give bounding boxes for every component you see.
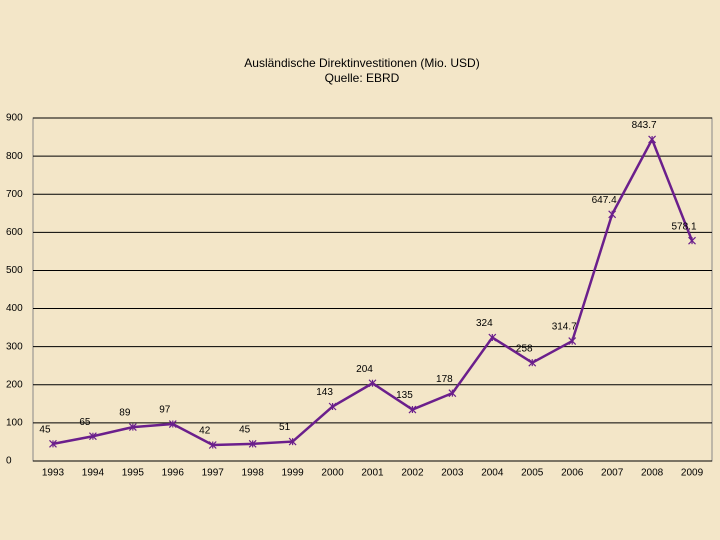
y-tick-label: 900 [6, 113, 23, 124]
y-tick-label: 200 [6, 379, 23, 390]
x-tick-label: 2004 [481, 468, 504, 479]
y-tick-label: 500 [6, 265, 23, 276]
x-tick-label: 2001 [361, 468, 384, 479]
x-tick-label: 2000 [321, 468, 344, 479]
marker [168, 420, 177, 428]
x-tick-label: 1997 [202, 468, 225, 479]
data-label: 314.7 [552, 322, 577, 333]
marker [208, 441, 217, 449]
marker [528, 358, 537, 367]
data-label: 45 [39, 424, 51, 435]
x-tick-label: 1996 [162, 468, 185, 479]
marker [49, 439, 57, 448]
marker [88, 432, 97, 441]
data-label: 65 [79, 417, 91, 428]
x-tick-label: 2003 [441, 468, 464, 479]
marker [688, 236, 696, 245]
y-tick-label: 400 [6, 303, 23, 314]
data-label: 178 [436, 374, 453, 385]
data-label: 843.7 [632, 120, 657, 131]
marker [288, 437, 297, 446]
data-label: 51 [279, 422, 291, 433]
x-tick-label: 1999 [281, 468, 304, 479]
marker [608, 210, 617, 219]
x-tick-label: 1995 [122, 468, 145, 479]
chart-subtitle: Quelle: EBRD [325, 71, 400, 85]
data-label: 45 [239, 424, 251, 435]
x-tick-label: 2009 [681, 468, 704, 479]
marker [328, 402, 337, 411]
marker [368, 379, 377, 388]
data-label: 135 [396, 390, 413, 401]
series-line [52, 136, 694, 447]
data-label: 647.4 [592, 195, 617, 206]
y-tick-label: 300 [6, 341, 23, 352]
data-label: 258 [516, 343, 533, 354]
marker [568, 337, 577, 345]
y-tick-label: 100 [6, 418, 23, 429]
x-tick-label: 2005 [521, 468, 544, 479]
chart-title: Ausländische Direktinvestitionen (Mio. U… [244, 56, 479, 70]
x-tick-label: 2008 [641, 468, 664, 479]
y-tick-label: 800 [6, 151, 23, 162]
data-label: 89 [119, 408, 131, 419]
y-tick-label: 600 [6, 227, 23, 238]
x-tick-label: 1998 [242, 468, 265, 479]
marker [448, 389, 457, 398]
data-label: 143 [316, 387, 333, 398]
x-tick-label: 2002 [401, 468, 424, 479]
data-label: 204 [356, 364, 373, 375]
x-tick-label: 2007 [601, 468, 624, 479]
data-label: 97 [159, 405, 171, 416]
marker [488, 333, 497, 342]
y-tick-label: 700 [6, 189, 23, 200]
marker [648, 135, 657, 144]
x-tick-label: 2006 [561, 468, 584, 479]
data-label: 324 [476, 318, 493, 329]
data-label: 578.1 [672, 221, 697, 232]
data-label: 42 [199, 426, 211, 437]
marker [248, 439, 257, 448]
marker [408, 405, 417, 414]
marker [128, 423, 137, 432]
plot-area [32, 117, 713, 462]
y-tick-label: 0 [6, 456, 12, 467]
x-tick-label: 1994 [82, 468, 105, 479]
x-tick-label: 1993 [42, 468, 65, 479]
